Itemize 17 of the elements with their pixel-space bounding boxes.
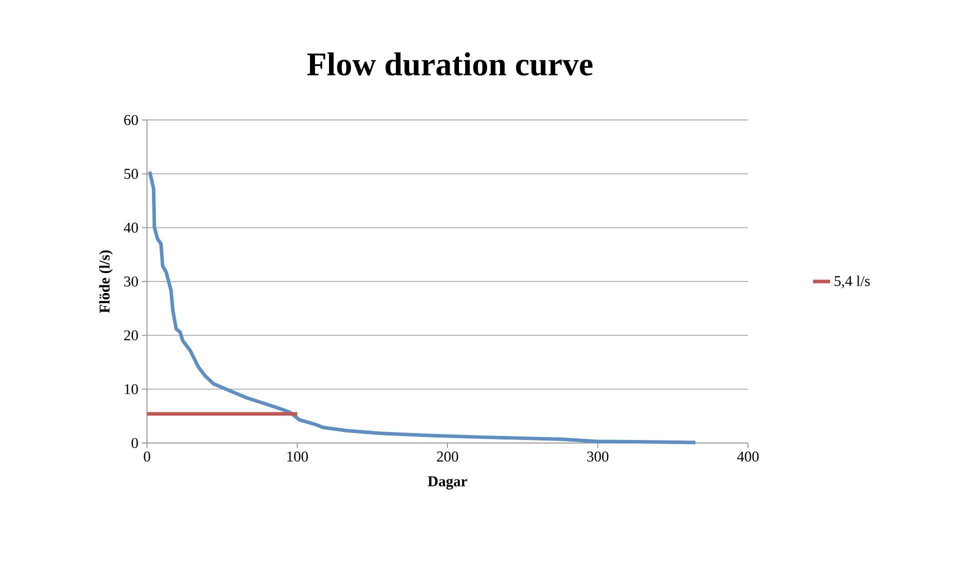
y-tick-label: 30 [124, 276, 138, 287]
y-tick-label: 60 [124, 114, 138, 126]
y-tick-label: 10 [124, 384, 138, 394]
chart-title: Flow duration curve [307, 52, 593, 76]
x-tick-label: 100 [287, 452, 308, 462]
x-tick-label: 300 [587, 452, 608, 462]
legend-label: 5,4 l/s [834, 276, 870, 288]
x-axis-title: Dagar [428, 476, 468, 490]
line-series [148, 170, 698, 444]
x-tick-label: 0 [144, 452, 150, 462]
y-tick-label: 40 [124, 222, 138, 233]
y-tick-label: 50 [124, 168, 138, 179]
x-tick-label: 200 [436, 452, 458, 462]
y-tick-label: 0 [132, 438, 138, 448]
y-tick-label: 20 [124, 330, 138, 340]
y-axis-title: Flöde (l/s) [99, 250, 113, 313]
x-tick-label: 400 [737, 452, 759, 462]
